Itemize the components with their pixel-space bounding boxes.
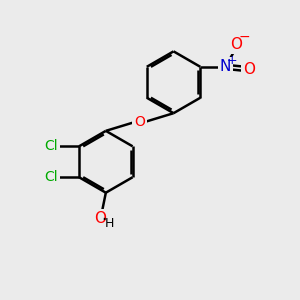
- Text: Cl: Cl: [44, 139, 58, 153]
- Text: H: H: [105, 217, 114, 230]
- Text: O: O: [134, 115, 145, 129]
- Text: O: O: [230, 37, 242, 52]
- Text: O: O: [243, 62, 255, 77]
- Text: +: +: [226, 54, 237, 67]
- Text: −: −: [238, 29, 250, 44]
- Text: ·: ·: [102, 211, 107, 229]
- Text: O: O: [94, 211, 106, 226]
- Text: N: N: [220, 59, 231, 74]
- Text: Cl: Cl: [44, 170, 58, 184]
